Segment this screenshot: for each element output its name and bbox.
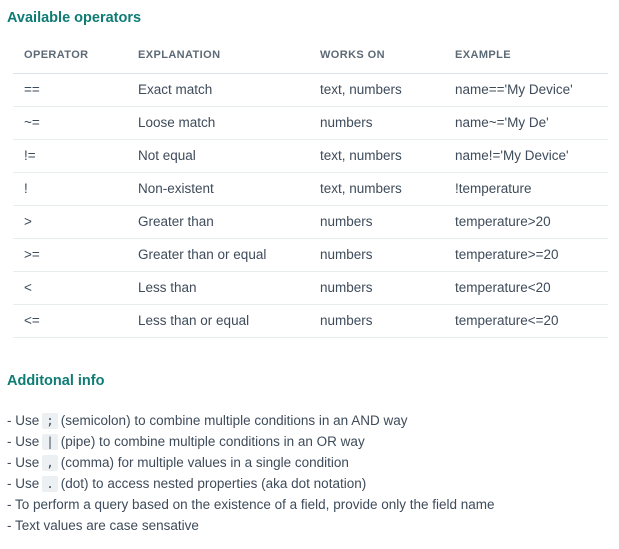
inline-code-chip: | (42, 434, 58, 450)
table-cell-works_on: text, numbers (320, 139, 455, 173)
table-header-row: OPERATOR EXPLANATION WORKS ON EXAMPLE (13, 46, 608, 74)
note-prefix: - Use (7, 455, 40, 470)
note-suffix: (comma) for multiple values in a single … (60, 455, 349, 470)
table-cell-operator: ~= (13, 106, 138, 140)
note-line: - Use | (pipe) to combine multiple conditi… (7, 431, 608, 452)
note-suffix: (dot) to access nested properties (aka d… (60, 476, 367, 491)
note-suffix: (semicolon) to combine multiple conditio… (60, 413, 408, 428)
table-row: >= Greater than or equal numbers temperatur… (13, 238, 608, 272)
table-row: == Exact match text, numbers name=='My Devi… (13, 73, 608, 107)
table-cell-explanation: Greater than (138, 205, 320, 239)
table-row: ~= Loose match numbers name~='My De' (13, 106, 608, 140)
additional-notes-list: - Use; (semicolon) to combine multiple co… (7, 410, 608, 536)
column-header-example: EXAMPLE (455, 46, 608, 74)
table-row: < Less than numbers temperature<20 (13, 271, 608, 305)
table-row: ! Non-existent text, numbers !temperature (13, 172, 608, 206)
note-prefix: - Use (7, 434, 40, 449)
table-cell-operator: == (13, 73, 138, 107)
table-cell-operator: ! (13, 172, 138, 206)
note-line: - Use; (semicolon) to combine multiple co… (7, 410, 608, 431)
table-cell-explanation: Exact match (138, 73, 320, 107)
note-prefix: - Use (7, 476, 40, 491)
table-cell-works_on: numbers (320, 205, 455, 239)
note-line: - Use. (dot) to access nested properties … (7, 473, 608, 494)
table-cell-works_on: numbers (320, 271, 455, 305)
note-prefix: - Use (7, 413, 40, 428)
table-cell-example: temperature>=20 (455, 238, 608, 272)
table-cell-explanation: Less than (138, 271, 320, 305)
table-row: <= Less than or equal numbers temperature<=… (13, 304, 608, 338)
table-cell-operator: != (13, 139, 138, 173)
note-line: - Use, (comma) for multiple values in a s… (7, 452, 608, 473)
operators-table-header: OPERATOR EXPLANATION WORKS ON EXAMPLE (13, 46, 608, 74)
table-cell-example: temperature<20 (455, 271, 608, 305)
table-cell-operator: > (13, 205, 138, 239)
additional-info-heading: Additonal info (7, 373, 105, 389)
table-cell-operator: >= (13, 238, 138, 272)
table-cell-operator: <= (13, 304, 138, 338)
column-header-explanation: EXPLANATION (138, 46, 320, 74)
table-cell-example: name=='My Device' (455, 73, 608, 107)
table-cell-example: temperature<=20 (455, 304, 608, 338)
table-cell-example: temperature>20 (455, 205, 608, 239)
table-cell-explanation: Non-existent (138, 172, 320, 206)
table-cell-operator: < (13, 271, 138, 305)
table-row: > Greater than numbers temperature>20 (13, 205, 608, 239)
operators-table: OPERATOR EXPLANATION WORKS ON EXAMPLE ==… (13, 46, 608, 338)
table-cell-explanation: Loose match (138, 106, 320, 140)
table-cell-works_on: numbers (320, 238, 455, 272)
table-cell-explanation: Less than or equal (138, 304, 320, 338)
inline-code-chip: , (42, 455, 58, 471)
note-line: - To perform a query based on the existe… (7, 497, 495, 512)
table-row: != Not equal text, numbers name!='My Device… (13, 139, 608, 173)
table-cell-example: name~='My De' (455, 106, 608, 140)
operators-table-body: == Exact match text, numbers name=='My Devi… (13, 73, 608, 338)
available-operators-heading: Available operators (7, 10, 142, 26)
column-header-operator: OPERATOR (13, 46, 138, 74)
table-cell-works_on: text, numbers (320, 172, 455, 206)
inline-code-chip: ; (42, 413, 58, 429)
table-cell-example: !temperature (455, 172, 608, 206)
table-cell-works_on: numbers (320, 106, 455, 140)
note-suffix: (pipe) to combine multiple conditions in… (60, 434, 365, 449)
table-cell-explanation: Not equal (138, 139, 320, 173)
inline-code-chip: . (42, 476, 58, 492)
table-cell-works_on: text, numbers (320, 73, 455, 107)
table-cell-explanation: Greater than or equal (138, 238, 320, 272)
table-cell-works_on: numbers (320, 304, 455, 338)
column-header-works-on: WORKS ON (320, 46, 455, 74)
table-cell-example: name!='My Device' (455, 139, 608, 173)
note-line: - Text values are case sensative (7, 518, 199, 533)
